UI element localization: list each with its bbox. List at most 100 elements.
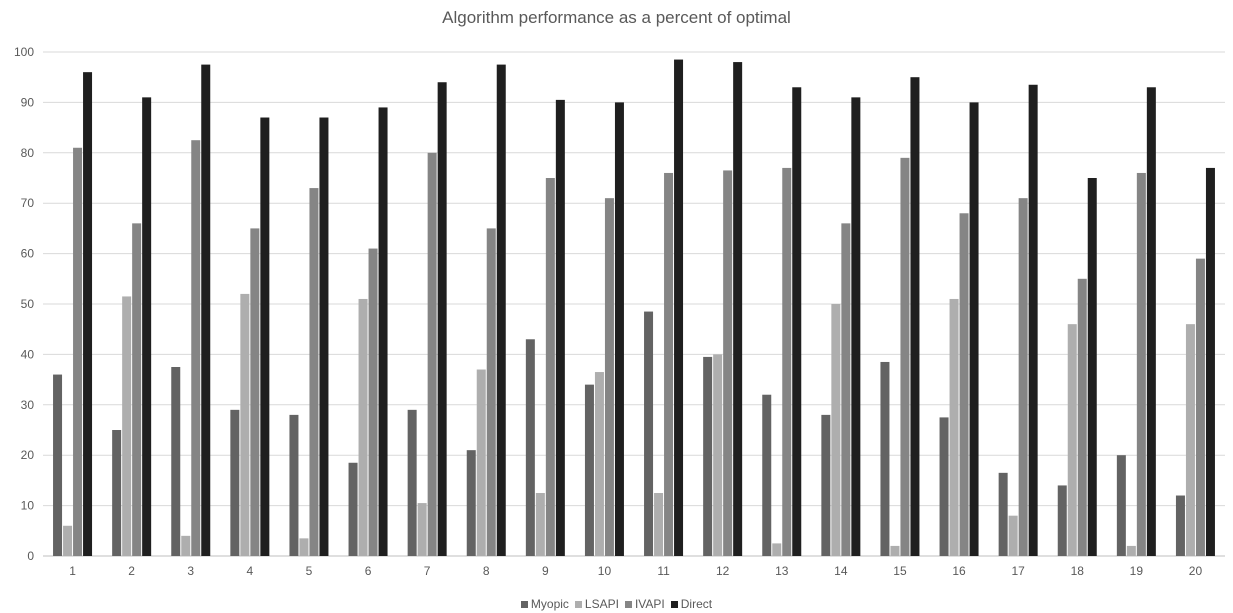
legend-item-myopic: Myopic (520, 597, 569, 611)
y-tick-label: 50 (21, 297, 35, 311)
bar-lsapi-4 (240, 293, 250, 556)
bar-myopic-20 (1175, 495, 1185, 556)
x-tick-label: 12 (716, 564, 730, 578)
bar-direct-12 (733, 62, 743, 557)
bar-myopic-6 (348, 462, 358, 556)
bar-direct-7 (437, 82, 447, 557)
bar-lsapi-10 (594, 372, 604, 556)
bar-myopic-15 (880, 361, 890, 556)
bar-lsapi-15 (890, 545, 900, 556)
legend-swatch (624, 601, 632, 608)
x-tick-label: 11 (657, 564, 670, 578)
legend-label: IVAPI (634, 597, 665, 611)
bar-direct-11 (674, 59, 684, 557)
bar-myopic-12 (703, 356, 713, 556)
bar-direct-20 (1205, 167, 1215, 557)
x-tick-label: 15 (893, 564, 907, 578)
y-tick-label: 10 (21, 499, 35, 513)
bar-ivapi-6 (368, 248, 378, 556)
y-tick-label: 0 (27, 549, 34, 563)
bar-lsapi-16 (949, 298, 959, 556)
legend-item-lsapi: LSAPI (574, 597, 619, 611)
bar-ivapi-1 (73, 147, 83, 556)
bar-ivapi-15 (900, 157, 910, 556)
bar-direct-2 (142, 97, 152, 557)
bar-ivapi-12 (723, 170, 733, 556)
legend: Myopic LSAPI IVAPI Direct (0, 597, 1233, 611)
bar-direct-14 (851, 97, 861, 557)
y-tick-label: 20 (21, 448, 35, 462)
bar-ivapi-7 (427, 152, 437, 557)
bar-lsapi-19 (1126, 545, 1136, 556)
y-tick-label: 100 (14, 45, 34, 59)
bar-lsapi-6 (358, 298, 368, 556)
bar-myopic-18 (1057, 485, 1067, 556)
x-tick-label: 9 (542, 564, 549, 578)
bar-ivapi-2 (132, 223, 142, 557)
bar-ivapi-19 (1136, 172, 1146, 556)
bar-ivapi-3 (191, 140, 201, 556)
bar-ivapi-17 (1018, 198, 1028, 556)
legend-label: LSAPI (584, 597, 619, 611)
x-tick-label: 1 (69, 564, 76, 578)
bar-lsapi-7 (417, 503, 427, 556)
legend-item-direct: Direct (670, 597, 713, 611)
bar-myopic-9 (525, 339, 535, 556)
bar-myopic-8 (466, 450, 476, 556)
x-tick-label: 2 (128, 564, 135, 578)
x-tick-label: 8 (483, 564, 490, 578)
bar-myopic-14 (821, 414, 831, 556)
bar-lsapi-8 (476, 369, 486, 556)
x-tick-label: 19 (1130, 564, 1144, 578)
y-tick-label: 90 (21, 95, 35, 109)
bar-ivapi-8 (486, 228, 496, 556)
x-tick-label: 3 (187, 564, 194, 578)
bar-myopic-16 (939, 417, 949, 556)
bar-ivapi-13 (782, 167, 792, 557)
bar-lsapi-2 (122, 296, 132, 556)
chart-title: Algorithm performance as a percent of op… (442, 8, 791, 27)
bar-direct-13 (792, 87, 802, 556)
bar-lsapi-18 (1067, 324, 1077, 556)
bar-ivapi-9 (545, 178, 555, 556)
bar-lsapi-11 (654, 493, 664, 556)
bar-lsapi-20 (1185, 324, 1195, 556)
y-tick-label: 80 (21, 146, 35, 160)
bar-ivapi-20 (1195, 258, 1205, 556)
legend-label: Myopic (530, 597, 569, 611)
bar-lsapi-14 (831, 304, 841, 556)
x-tick-label: 4 (247, 564, 254, 578)
bar-myopic-11 (644, 311, 654, 556)
bar-lsapi-1 (63, 525, 73, 556)
bar-direct-17 (1028, 84, 1038, 556)
legend-item-ivapi: IVAPI (624, 597, 665, 611)
bar-direct-5 (319, 117, 329, 557)
bar-myopic-7 (407, 409, 417, 556)
bar-ivapi-5 (309, 188, 319, 556)
x-tick-label: 16 (952, 564, 966, 578)
bar-lsapi-13 (772, 543, 782, 556)
x-tick-label: 5 (306, 564, 313, 578)
bar-lsapi-5 (299, 538, 309, 556)
legend-swatch (670, 601, 678, 608)
bar-ivapi-14 (841, 223, 851, 557)
x-tick-label: 17 (1011, 564, 1025, 578)
bar-direct-8 (496, 64, 506, 556)
bar-myopic-1 (53, 374, 63, 556)
bar-myopic-3 (171, 367, 181, 556)
bar-direct-3 (201, 64, 211, 556)
x-tick-label: 6 (365, 564, 372, 578)
y-tick-label: 70 (21, 196, 35, 210)
bar-lsapi-17 (1008, 515, 1018, 556)
legend-label: Direct (680, 597, 713, 611)
bar-direct-4 (260, 117, 270, 557)
legend-swatch (520, 601, 528, 608)
x-tick-label: 13 (775, 564, 789, 578)
bar-direct-18 (1087, 178, 1097, 556)
bar-lsapi-9 (535, 493, 545, 556)
bar-ivapi-4 (250, 228, 260, 556)
x-tick-label: 14 (834, 564, 848, 578)
legend-swatch (574, 601, 582, 608)
